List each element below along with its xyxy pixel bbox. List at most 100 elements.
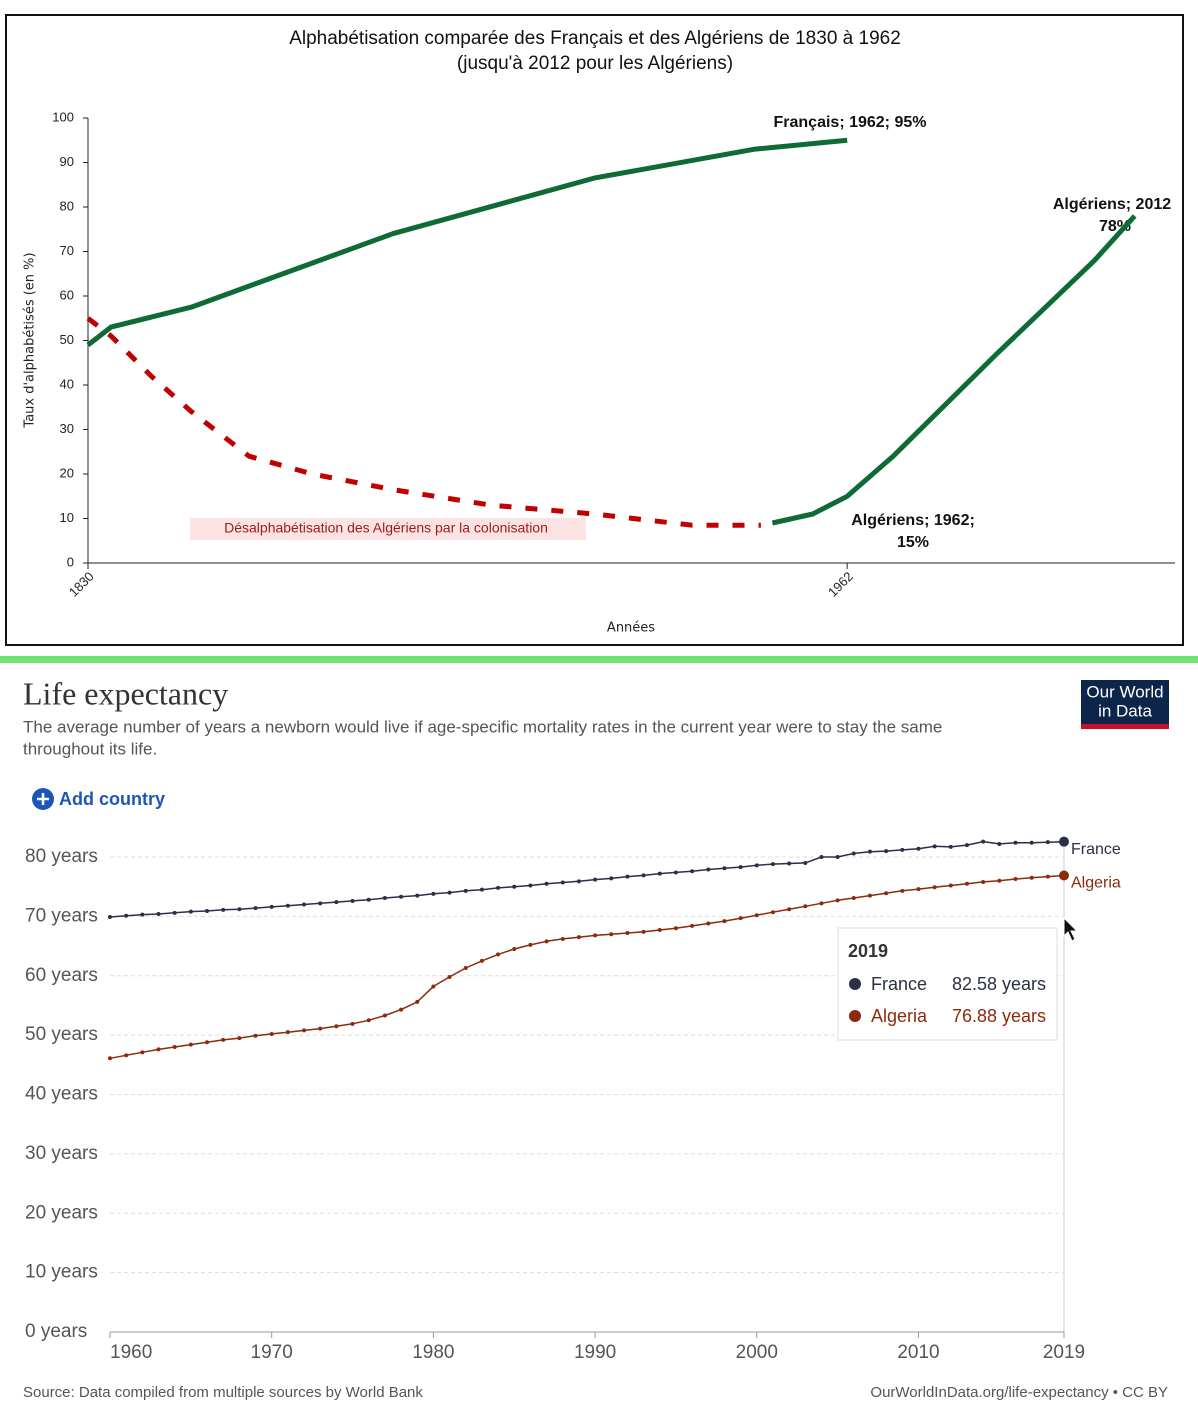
add-country-button[interactable]: Add country	[32, 788, 165, 810]
point	[188, 909, 193, 914]
point	[657, 928, 662, 933]
x-tick-label: 2019	[1043, 1342, 1085, 1363]
point	[576, 879, 581, 884]
point	[706, 867, 711, 872]
logo-text: Our World	[1086, 682, 1163, 701]
point	[172, 1045, 177, 1049]
x-tick-label: 2010	[897, 1342, 939, 1363]
logo[interactable]	[1081, 680, 1169, 724]
logo	[1081, 724, 1169, 729]
y-label: Taux d'alphabétisés (en %)	[23, 252, 38, 428]
point	[447, 890, 452, 895]
point	[221, 1037, 226, 1042]
point	[754, 863, 759, 868]
x-tick-label: 1970	[251, 1342, 293, 1363]
point	[932, 844, 937, 849]
point	[479, 887, 484, 892]
point	[851, 851, 856, 856]
point	[253, 906, 258, 911]
point	[415, 893, 420, 898]
point	[447, 974, 452, 979]
point	[140, 1050, 145, 1055]
point	[382, 1013, 387, 1018]
point	[318, 901, 323, 906]
point	[108, 1056, 112, 1061]
y-tick-label: 60	[60, 287, 74, 302]
point	[334, 1024, 339, 1029]
point	[641, 929, 646, 934]
point	[366, 1018, 371, 1023]
point	[997, 841, 1002, 846]
subtitle: (jusqu'à 2012 pour les Algériens)	[457, 53, 733, 74]
point	[738, 916, 743, 921]
point	[770, 910, 775, 915]
point	[690, 923, 695, 928]
point	[964, 881, 969, 886]
annotation: Désalphabétisation des Algériens par la …	[224, 520, 548, 536]
point	[302, 1028, 307, 1033]
tooltip-swatch	[849, 978, 861, 990]
point	[108, 914, 112, 919]
annotation: Algériens; 1962;	[851, 512, 975, 529]
point	[835, 898, 840, 903]
point	[285, 1030, 290, 1035]
y-tick-label: 40 years	[25, 1084, 98, 1105]
point	[867, 849, 872, 854]
tooltip: 2019 France 82.58 years Algeria 76.88 ye…	[837, 927, 1058, 1041]
point	[787, 907, 792, 912]
x-tick-label: 1990	[574, 1342, 616, 1363]
y-tick-label: 90	[60, 154, 74, 169]
point	[657, 871, 662, 876]
y-tick-label: 70	[60, 243, 74, 258]
y-tick-label: 50	[60, 332, 74, 347]
point	[528, 883, 533, 888]
point	[625, 874, 630, 879]
point	[156, 1047, 161, 1052]
button-label[interactable]: Add country	[59, 789, 165, 809]
point	[269, 1031, 274, 1036]
logo-text: in Data	[1098, 701, 1152, 720]
annotation: Algériens; 2012	[1053, 196, 1171, 213]
point	[544, 939, 549, 944]
cursor	[1063, 916, 1079, 942]
point	[916, 846, 921, 851]
point	[576, 935, 581, 940]
y-tick-label: 50 years	[25, 1024, 98, 1045]
title: Life expectancy	[23, 675, 228, 711]
point	[770, 862, 775, 867]
y-tick-label: 30 years	[25, 1143, 98, 1164]
point	[803, 860, 808, 865]
annotation: 15%	[897, 534, 929, 551]
point	[819, 901, 824, 906]
point	[253, 1033, 258, 1038]
point	[544, 881, 549, 886]
point	[738, 865, 743, 870]
tooltip-series: Algeria	[871, 1006, 928, 1026]
point	[884, 891, 889, 896]
point	[269, 904, 274, 909]
series-line	[109, 840, 1065, 918]
point	[593, 877, 598, 882]
y-tick-label: 10	[60, 510, 74, 525]
point	[302, 902, 307, 907]
url[interactable]: OurWorldInData.org/life-expectancy • CC …	[870, 1384, 1168, 1401]
x-tick-label: 2000	[736, 1342, 778, 1363]
point	[641, 873, 646, 878]
x-label: Années	[607, 621, 655, 636]
point	[1045, 874, 1050, 879]
point	[1013, 876, 1018, 881]
point	[463, 966, 468, 971]
y-tick-label: 40	[60, 376, 74, 391]
point	[932, 885, 937, 890]
point	[512, 884, 517, 889]
subtitle: throughout its life.	[23, 739, 157, 758]
y-tick-label: 10 years	[25, 1262, 98, 1283]
tooltip-swatch	[849, 1010, 861, 1022]
point	[140, 912, 145, 917]
point	[1059, 836, 1069, 847]
annotation: Français; 1962; 95%	[774, 114, 927, 131]
point	[350, 898, 355, 903]
point	[706, 921, 711, 926]
point	[496, 885, 501, 890]
